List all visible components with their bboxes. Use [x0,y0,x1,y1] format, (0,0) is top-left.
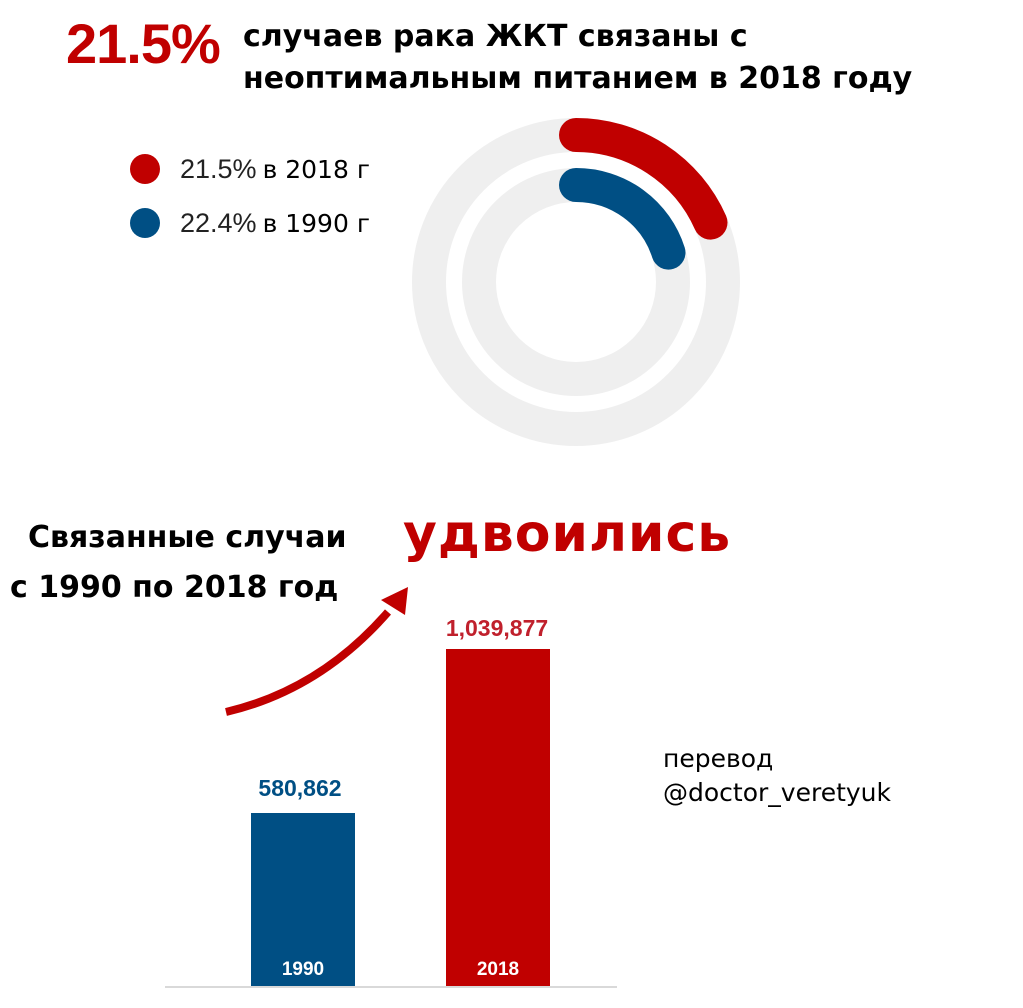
legend-year: в 2018 г [262,154,370,184]
bar-2018: 2018 [446,649,550,987]
radial-progress-chart [412,118,740,446]
headline: случаев рака ЖКТ связаны с неоптимальным… [243,16,912,100]
section2-line-2: с 1990 по 2018 год [10,570,339,605]
translator-credit: перевод @doctor_veretyuk [663,742,891,810]
arc-2018 [559,118,728,240]
bar-label-2018: 2018 [476,959,520,980]
credit-line-1: перевод [663,744,774,773]
donut-legend: 21.5% в 2018 г 22.4% в 1990 г [130,142,370,250]
highlight-percent: 21.5% [66,12,221,75]
section2-emphasis: удвоились [403,504,732,564]
section2-line-1: Связанные случаи [28,520,347,555]
legend-percent: 21.5% [180,153,257,184]
bar-value-1990: 580,862 [258,775,342,801]
blue-dot-icon [130,208,160,238]
bar-1990: 1990 [251,813,355,987]
headline-line-1: случаев рака ЖКТ связаны с [243,19,748,54]
red-dot-icon [130,154,160,184]
arc-1990 [559,167,686,270]
legend-percent: 22.4% [180,207,257,238]
headline-line-2: неоптимальным питанием в 2018 году [243,61,913,96]
bar-value-2018: 1,039,877 [445,615,549,641]
credit-line-2: @doctor_veretyuk [663,778,891,807]
legend-item-2018: 21.5% в 2018 г [130,142,370,196]
legend-year: в 1990 г [262,208,370,238]
growth-arrow-icon [225,587,408,716]
legend-item-1990: 22.4% в 1990 г [130,196,370,250]
chart-baseline [165,986,617,988]
bar-label-1990: 1990 [281,959,325,980]
